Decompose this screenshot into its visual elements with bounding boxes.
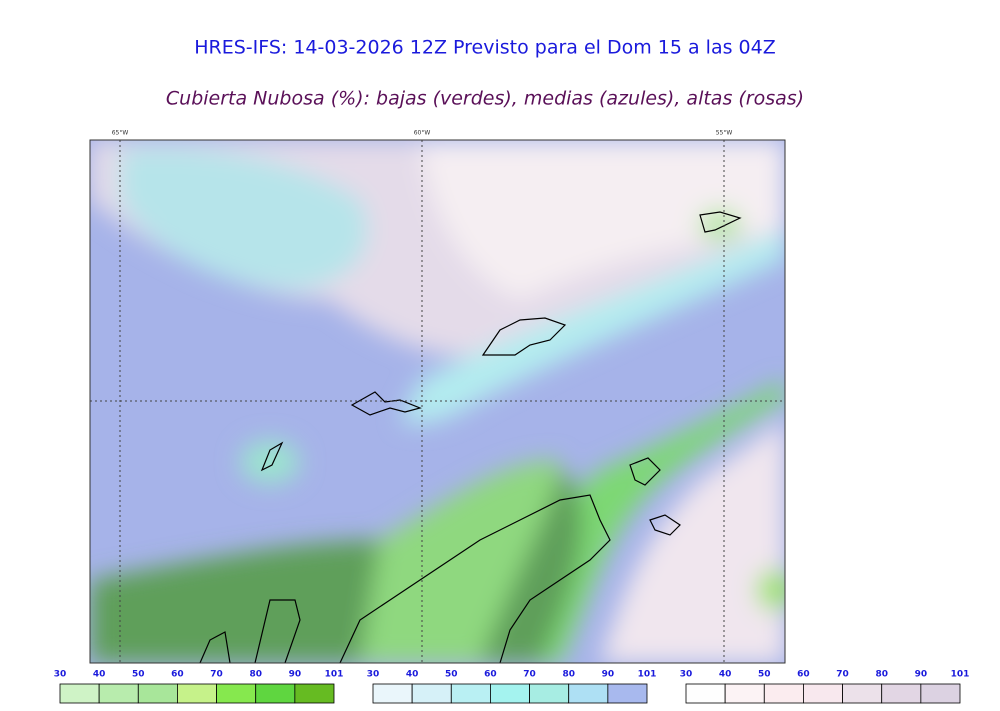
colorbar-box: [255, 683, 296, 704]
longitude-label: 60°W: [414, 130, 431, 137]
colorbar-label: 30: [367, 670, 380, 680]
colorbar-box: [803, 683, 843, 704]
colorbar-label: 40: [406, 670, 419, 680]
colorbar-box: [881, 683, 922, 704]
colorbar-label: 101: [638, 670, 657, 680]
colorbar-label: 101: [325, 670, 344, 680]
colorbar-box: [724, 683, 765, 704]
colorbar-label: 101: [951, 670, 970, 680]
colorbar-label: 50: [132, 670, 145, 680]
colorbar-box: [920, 683, 961, 704]
longitude-label: 65°W: [112, 130, 129, 137]
colorbar-label: 30: [680, 670, 693, 680]
colorbars: 30 40 50 60 70 80 90 101 30 40 50 60 70 80 90 101 30 40 50…: [54, 670, 970, 704]
colorbar-label: 70: [210, 670, 223, 680]
colorbar-box: [177, 683, 217, 704]
colorbar-box: [372, 683, 413, 704]
colorbar-label: 80: [562, 670, 575, 680]
colorbar-box: [216, 683, 257, 704]
colorbar-box: [607, 683, 648, 704]
subtitle: Cubierta Nubosa (%): bajas (verdes), med…: [166, 88, 804, 110]
title: HRES-IFS: 14-03-2026 12Z Previsto para e…: [194, 37, 776, 59]
colorbar-box: [842, 683, 883, 704]
colorbar-box: [763, 683, 804, 704]
colorbar-box: [411, 683, 452, 704]
colorbar-label: 80: [249, 670, 262, 680]
colorbar-label: 60: [171, 670, 184, 680]
colorbar-box: [137, 683, 178, 704]
longitude-label: 55°W: [716, 130, 733, 137]
colorbar-label: 40: [719, 670, 732, 680]
colorbar-box: [59, 683, 100, 704]
map-frame: [89, 139, 786, 664]
colorbar-box: [685, 683, 726, 704]
colorbar-label: 30: [54, 670, 67, 680]
colorbar-label: 60: [797, 670, 810, 680]
colorbar-box: [294, 683, 335, 704]
colorbar-box: [568, 683, 609, 704]
colorbar-label: 90: [915, 670, 928, 680]
colorbar-label: 70: [523, 670, 536, 680]
colorbar-label: 90: [289, 670, 302, 680]
colorbar-label: 90: [602, 670, 615, 680]
colorbar-box: [490, 683, 530, 704]
colorbar-label: 70: [836, 670, 849, 680]
map: [90, 140, 785, 663]
colorbar-label: 60: [484, 670, 497, 680]
colorbar-label: 80: [875, 670, 888, 680]
colorbar-box: [450, 683, 491, 704]
colorbar-label: 40: [93, 670, 106, 680]
colorbar-label: 50: [758, 670, 771, 680]
colorbar-label: 50: [445, 670, 458, 680]
colorbar-box: [529, 683, 570, 704]
colorbar-box: [98, 683, 139, 704]
